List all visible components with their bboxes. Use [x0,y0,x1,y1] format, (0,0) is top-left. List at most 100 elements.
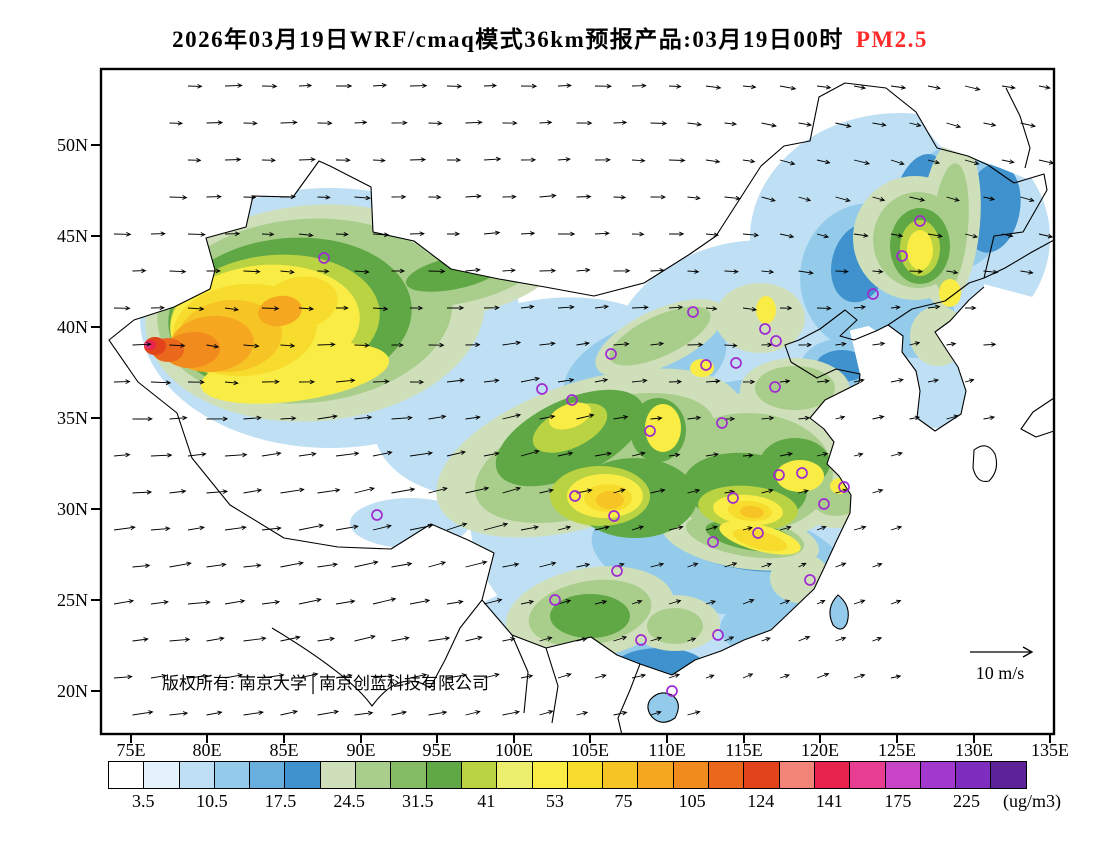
wind-arrow [298,379,316,385]
wind-arrow [483,672,500,679]
wind-arrow [872,415,885,420]
wind-arrow [335,451,360,457]
wind-arrow [169,269,187,274]
city-marker [752,527,764,539]
wind-arrow [372,597,397,605]
wind-arrow [261,599,281,605]
wind-arrow [483,305,500,311]
wind-arrow [761,122,777,128]
wind-arrow [576,120,593,126]
wind-arrow [1001,85,1016,90]
wind-arrow [409,231,425,237]
pm25-contour-region [740,505,764,519]
wind-arrow [594,304,610,310]
wind-arrow [539,193,557,199]
wind-arrow [409,523,434,531]
wind-arrow [613,341,630,347]
wind-arrow [983,122,997,127]
wind-arrow [336,305,349,311]
wind-arrow [779,305,793,311]
wind-arrow [224,380,239,386]
wind-arrow [761,637,771,642]
colorbar-cell [320,762,357,788]
pm25-contour-region [609,306,711,366]
wind-arrow [354,634,376,642]
wind-arrow [631,525,645,531]
wind-arrow [687,195,701,201]
wind-arrow [576,562,591,568]
wind-arrow [687,342,704,348]
wind-scale-legend: 10 m/s [970,646,1034,683]
wind-arrow [483,83,498,88]
pm25-contour-region [550,594,630,638]
wind-arrow [613,414,629,420]
copyright-text: 版权所有: 南京大学│南京创蓝科技有限公司 [162,673,489,695]
wind-arrow [428,710,448,716]
wind-arrow [298,157,316,162]
wind-arrow [354,343,370,348]
colorbar-tick-label: 10.5 [196,791,228,811]
wind-arrow [502,340,522,346]
wind-vector-field [113,82,1055,716]
wind-arrow [742,232,760,238]
lon-label: 85E [269,740,299,760]
wind-arrow [668,158,686,163]
wind-arrow [798,635,811,642]
wind-arrow [354,120,368,125]
wind-arrow [631,305,649,310]
wind-arrow [742,158,756,164]
wind-arrow [705,378,721,384]
wind-arrow [872,269,884,274]
wind-arrow [335,157,351,163]
wind-arrow [779,674,791,679]
wind-arrow [520,674,534,679]
colorbar-cell [532,762,568,788]
wind-arrow [391,487,416,494]
wind-arrow [650,194,667,200]
colorbar-tick-label: 75 [614,791,633,811]
wind-arrow [872,488,884,494]
coastlines-and-borders [108,82,1055,736]
wind-arrow [705,600,717,605]
wind-arrow [428,194,442,200]
wind-arrow [113,452,131,458]
city-marker [773,469,785,481]
wind-arrow [502,120,518,126]
wind-arrow [557,451,574,457]
wind-arrow [705,674,715,679]
wind-arrow [650,636,663,642]
wind-arrow [742,599,755,605]
wind-arrow [317,120,333,126]
wind-arrow [705,159,721,164]
wind-arrow [428,414,447,420]
wind-arrow [206,120,224,125]
wind-arrow [224,525,247,531]
wind-arrow [520,449,540,457]
wind-arrow [483,230,501,236]
wind-arrow [724,269,739,274]
colorbar-cell [709,762,745,788]
colorbar-cell [744,762,780,788]
wind-arrow [391,710,408,716]
wind-arrow [298,83,313,88]
wind-arrow [705,306,718,311]
wind-arrow [317,414,338,420]
wind-arrow [779,451,794,457]
wind-arrow [187,600,211,605]
wind-arrow [261,451,282,457]
wind-arrow [724,121,738,127]
colorbar-cell [250,762,286,788]
wind-arrow [650,416,663,421]
wind-arrow [150,380,172,386]
wind-arrow [853,452,864,458]
colorbar-cell [497,762,533,788]
wind-arrow [354,560,379,568]
wind-arrow [835,415,846,420]
wind-arrow [317,636,336,642]
wind-arrow [668,231,685,237]
wind-arrow [206,344,220,349]
wind-arrow [631,599,643,605]
wind-arrow [483,156,502,162]
city-marker [727,492,739,504]
lon-label: 120E [801,740,839,760]
